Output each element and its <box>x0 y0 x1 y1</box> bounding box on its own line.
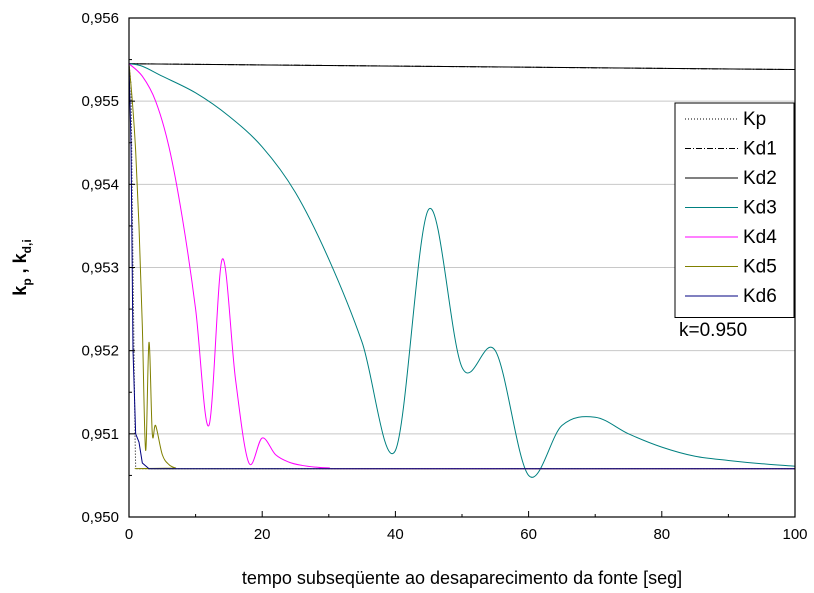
series-line-kd6 <box>128 63 795 470</box>
x-tick-label: 0 <box>125 526 133 543</box>
y-axis-label: kp , kd,i <box>10 239 34 295</box>
y-axis-label-main: k <box>10 285 30 296</box>
x-tick-label: 40 <box>387 526 404 543</box>
legend-label-kd4: Kd4 <box>743 227 777 248</box>
legend: Kp Kd1 Kd2 Kd3 Kd4 Kd5 Kd6 <box>674 102 795 318</box>
y-tick-label: 0,956 <box>81 10 119 27</box>
axis-ticks <box>128 17 796 518</box>
y-tick-label: 0,955 <box>81 93 119 110</box>
x-tick-label: 100 <box>782 526 807 543</box>
series-line-kd2 <box>128 63 796 71</box>
x-tick-label: 60 <box>520 526 537 543</box>
x-axis-label: tempo subseqüente ao desaparecimento da … <box>242 568 682 588</box>
x-tick-label: 20 <box>254 526 271 543</box>
x-tick-label: 80 <box>653 526 670 543</box>
y-axis-label-sep: , k <box>10 252 30 278</box>
y-tick-label: 0,950 <box>81 509 119 526</box>
legend-box <box>674 102 795 318</box>
legend-label-kp: Kp <box>743 109 766 130</box>
legend-label-kd5: Kd5 <box>743 257 777 278</box>
series-line-kd4 <box>128 63 796 470</box>
legend-label-kd6: Kd6 <box>743 286 777 307</box>
y-tick-label: 0,951 <box>81 426 119 443</box>
legend-label-kd2: Kd2 <box>743 168 777 189</box>
tick-labels: 0 20 40 60 80 100 0,950 0,951 0,952 0,953 0,954 0,9… <box>81 10 807 543</box>
series-layer <box>128 63 796 478</box>
annotation-k-value: k=0.950 <box>679 320 747 341</box>
y-axis-label-sub2: d,i <box>20 239 34 253</box>
y-tick-label: 0,953 <box>81 260 119 277</box>
series-line-kd3 <box>128 63 796 478</box>
y-axis-label-sub1: p <box>20 278 34 285</box>
legend-label-kd1: Kd1 <box>743 139 777 160</box>
y-tick-label: 0,954 <box>81 176 119 193</box>
y-tick-label: 0,952 <box>81 343 119 360</box>
legend-label-kd3: Kd3 <box>743 198 777 219</box>
